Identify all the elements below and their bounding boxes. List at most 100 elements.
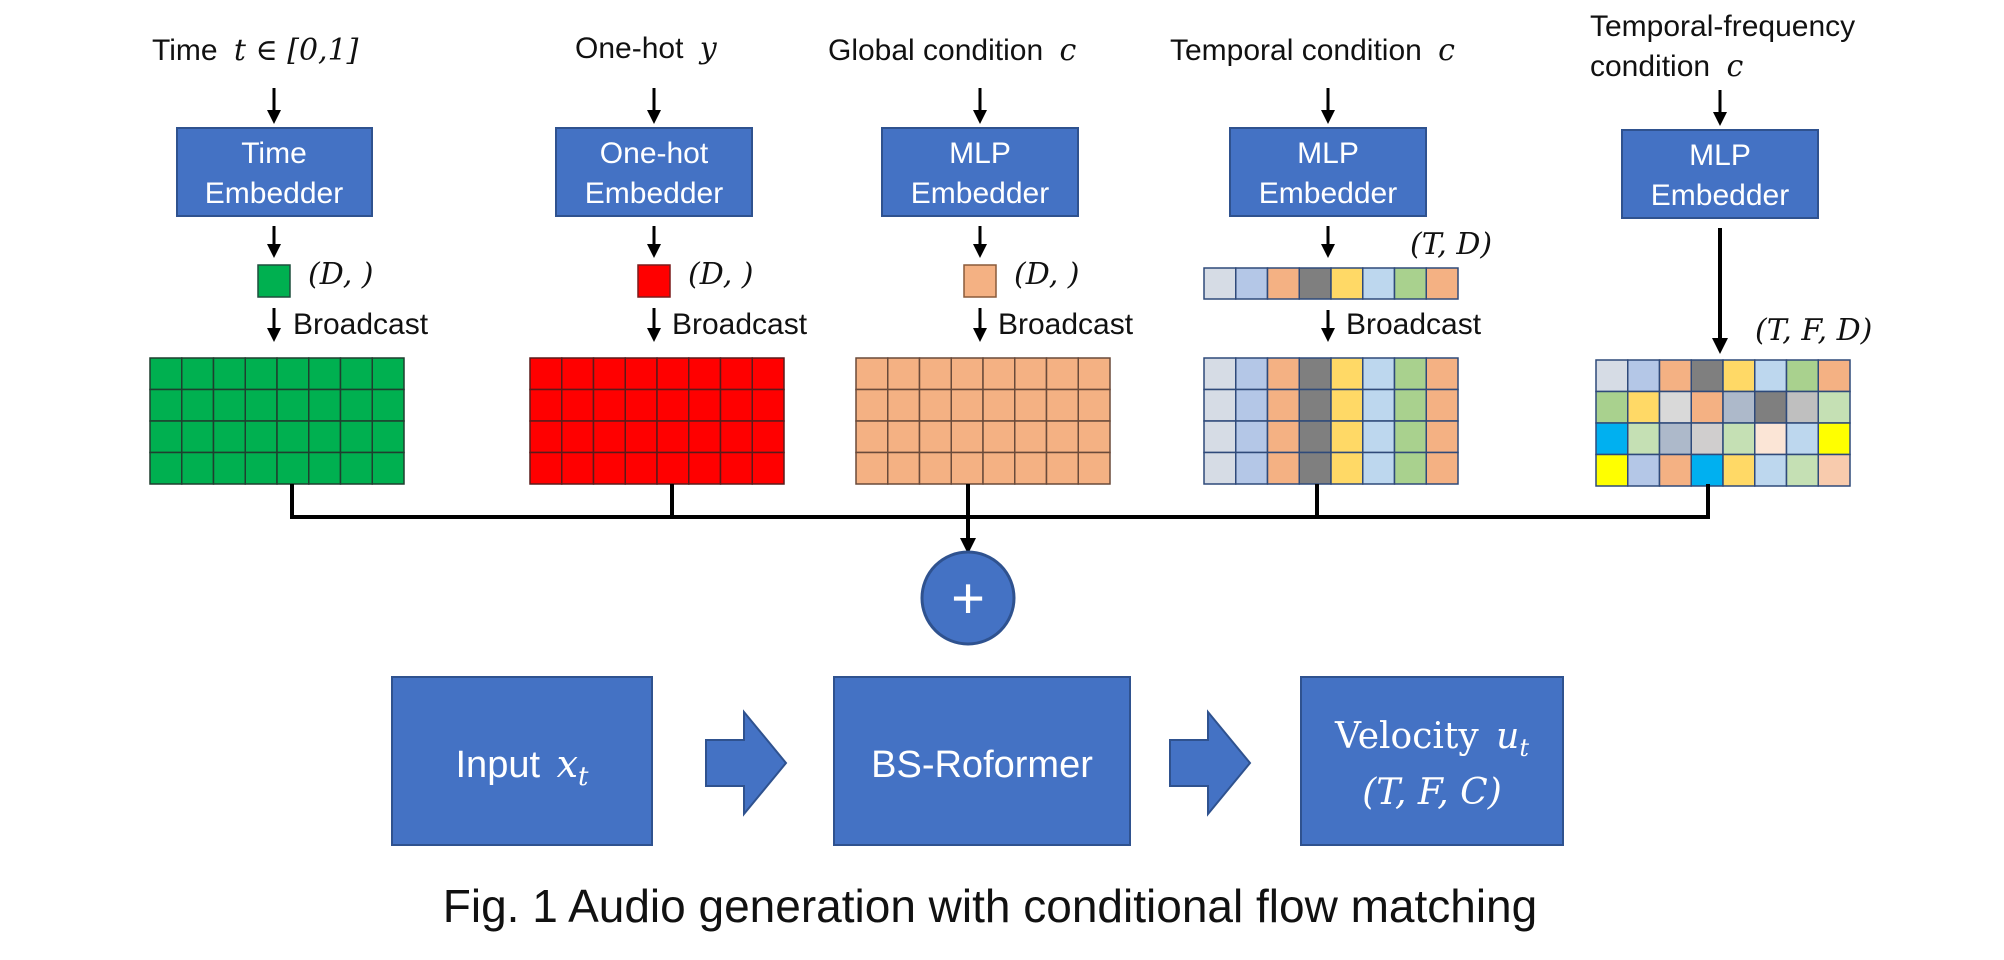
input-box xyxy=(391,676,653,846)
grid-cell xyxy=(1330,451,1364,485)
grid-cell xyxy=(1077,451,1111,485)
grid-cell xyxy=(1595,359,1629,393)
temporal-broadcast-arrow xyxy=(1321,310,1335,342)
grid-cell xyxy=(950,451,984,485)
grid-cell xyxy=(1045,357,1079,391)
grid-cell xyxy=(656,420,690,454)
grid-cell xyxy=(244,451,278,485)
sum-connectors xyxy=(290,484,1710,554)
grid-cell xyxy=(149,451,183,485)
grid-cell xyxy=(656,451,690,485)
model-label: BS-Roformer xyxy=(871,744,1093,786)
pipeline: Input xt BS-Roformer Velocity ut (T, F, … xyxy=(391,676,1564,846)
onehot-embedding-vector xyxy=(637,264,671,298)
grid-cell xyxy=(1330,420,1364,454)
grid-cell xyxy=(212,388,246,422)
grid-cell xyxy=(918,388,952,422)
temporal-embedder-box xyxy=(1229,127,1427,217)
time-embed-arrow xyxy=(267,226,281,258)
grid-cell xyxy=(855,420,889,454)
grid-cell xyxy=(561,451,595,485)
global-embedder-box xyxy=(881,127,1079,217)
grid-cell xyxy=(751,388,785,422)
grid-cell xyxy=(1393,420,1427,454)
grid-cell xyxy=(244,388,278,422)
grid-cell xyxy=(1235,420,1269,454)
grid-cell xyxy=(276,420,310,454)
grid-cell xyxy=(719,451,753,485)
global-branch: Global condition c MLP Embedder (D, ) Br… xyxy=(828,33,1134,485)
grid-cell xyxy=(308,451,342,485)
row-cell xyxy=(1362,267,1396,300)
grid-cell xyxy=(308,357,342,391)
grid-cell xyxy=(1817,422,1851,456)
grid-cell xyxy=(181,420,215,454)
grid-cell xyxy=(1690,359,1724,393)
grid-cell xyxy=(982,451,1016,485)
time-input-label: Time t ∈ [0,1] xyxy=(152,33,359,68)
tf-embedder-line1: MLP xyxy=(1689,139,1751,172)
time-broadcast-grid xyxy=(149,357,405,485)
grid-cell xyxy=(1235,357,1269,391)
grid-cell xyxy=(1045,420,1079,454)
grid-cell xyxy=(1817,390,1851,424)
grid-cell xyxy=(592,357,626,391)
grid-cell xyxy=(339,388,373,422)
grid-cell xyxy=(1722,390,1756,424)
time-input-arrow xyxy=(267,88,281,124)
global-embed-arrow xyxy=(973,226,987,258)
grid-cell xyxy=(371,357,405,391)
onehot-embed-arrow xyxy=(647,226,661,258)
tf-embedder-box xyxy=(1621,129,1819,219)
global-broadcast-arrow xyxy=(973,308,987,342)
grid-cell xyxy=(656,388,690,422)
grid-cell xyxy=(1754,453,1788,487)
grid-cell xyxy=(656,357,690,391)
grid-cell xyxy=(592,451,626,485)
row-cell xyxy=(1203,267,1237,300)
tf-embed-shape: (T, F, D) xyxy=(1755,313,1872,348)
onehot-input-arrow xyxy=(647,88,661,124)
grid-cell xyxy=(1658,359,1692,393)
grid-cell xyxy=(719,420,753,454)
grid-cell xyxy=(1393,388,1427,422)
global-embedder-line2: Embedder xyxy=(911,177,1049,210)
grid-cell xyxy=(1425,451,1459,485)
grid-cell xyxy=(1298,357,1332,391)
grid-cell xyxy=(624,451,658,485)
plus-circle xyxy=(920,550,1016,646)
grid-cell xyxy=(1785,390,1819,424)
time-branch: Time t ∈ [0,1] Time Embedder (D, ) Broad… xyxy=(149,33,429,485)
onehot-broadcast-grid xyxy=(529,357,785,485)
tf-input-label-line2: condition c xyxy=(1590,49,1743,84)
grid-cell xyxy=(1658,453,1692,487)
grid-cell xyxy=(308,420,342,454)
onehot-input-label: One-hot y xyxy=(575,31,718,66)
tf-branch: Temporal-frequency condition c MLP Embed… xyxy=(1590,10,1872,487)
grid-cell xyxy=(149,420,183,454)
grid-cell xyxy=(950,420,984,454)
grid-cell xyxy=(1785,453,1819,487)
grid-cell xyxy=(1425,420,1459,454)
time-embedder-box xyxy=(176,127,373,217)
grid-cell xyxy=(1627,359,1661,393)
grid-cell xyxy=(371,388,405,422)
global-embedder-line1: MLP xyxy=(949,137,1011,170)
grid-cell xyxy=(339,420,373,454)
time-embedder-line1: Time xyxy=(241,137,307,170)
model-box xyxy=(833,676,1131,846)
grid-cell xyxy=(592,420,626,454)
grid-cell xyxy=(1785,422,1819,456)
global-broadcast-label: Broadcast xyxy=(998,308,1134,341)
grid-cell xyxy=(1627,422,1661,456)
plus-symbol: + xyxy=(951,566,985,631)
grid-cell xyxy=(181,357,215,391)
grid-cell xyxy=(887,420,921,454)
temporal-broadcast-grid xyxy=(1203,357,1459,485)
grid-cell xyxy=(1203,420,1237,454)
time-embedder-line2: Embedder xyxy=(205,177,343,210)
tf-embedder-line2: Embedder xyxy=(1651,179,1789,212)
grid-cell xyxy=(918,357,952,391)
figure-caption: Fig. 1 Audio generation with conditional… xyxy=(443,880,1537,932)
grid-cell xyxy=(950,388,984,422)
